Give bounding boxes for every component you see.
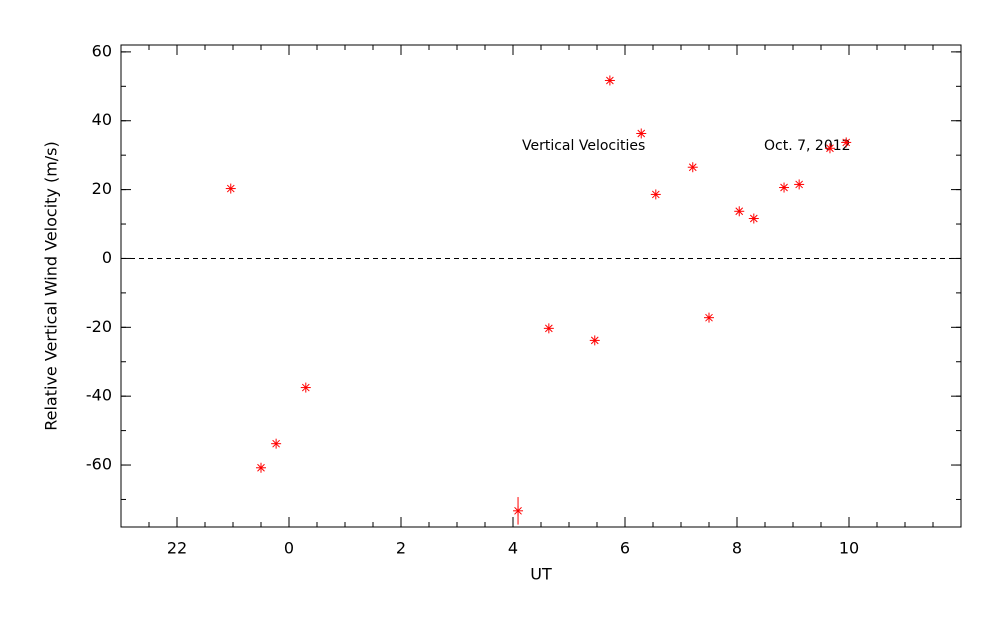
point-stroke bbox=[842, 138, 851, 147]
point bbox=[841, 137, 852, 148]
point bbox=[589, 335, 600, 346]
x-axis-label: UT bbox=[530, 565, 552, 584]
point bbox=[256, 462, 266, 473]
point bbox=[687, 162, 698, 173]
point-stroke bbox=[544, 324, 553, 333]
x-tick-label: 22 bbox=[167, 539, 187, 558]
point bbox=[779, 182, 790, 193]
point-stroke bbox=[637, 129, 646, 138]
y-tick-label: 60 bbox=[92, 41, 112, 60]
point bbox=[271, 438, 282, 449]
point-stroke bbox=[795, 180, 804, 189]
point bbox=[824, 143, 835, 154]
point-stroke bbox=[590, 336, 599, 345]
point-stroke bbox=[606, 76, 614, 85]
y-tick-label: 20 bbox=[92, 179, 112, 198]
point-stroke bbox=[735, 207, 744, 216]
x-tick-label: 8 bbox=[732, 539, 742, 558]
point bbox=[225, 183, 236, 194]
point bbox=[604, 75, 615, 86]
point bbox=[704, 312, 714, 323]
point-stroke bbox=[226, 184, 235, 193]
annotation: Oct. 7, 2012 bbox=[764, 138, 851, 154]
point bbox=[748, 213, 759, 224]
point bbox=[543, 323, 554, 334]
plot-frame bbox=[120, 44, 962, 528]
y-axis-label: Relative Vertical Wind Velocity (m/s) bbox=[42, 141, 61, 431]
point-stroke bbox=[301, 383, 310, 392]
point-stroke bbox=[651, 190, 660, 199]
point-stroke bbox=[257, 463, 265, 472]
point-stroke bbox=[705, 313, 713, 322]
x-tick-label: 10 bbox=[839, 539, 859, 558]
x-tick-label: 2 bbox=[396, 539, 406, 558]
point-stroke bbox=[272, 439, 280, 448]
y-tick-label: -20 bbox=[86, 317, 112, 336]
point-stroke bbox=[826, 144, 834, 153]
point bbox=[734, 206, 745, 217]
point bbox=[300, 382, 311, 393]
point-stroke bbox=[688, 163, 697, 172]
point bbox=[794, 179, 805, 190]
point bbox=[650, 189, 661, 200]
point-stroke bbox=[749, 214, 758, 223]
y-tick-label: -40 bbox=[86, 386, 112, 405]
y-tick-label: -60 bbox=[86, 455, 112, 474]
point bbox=[636, 128, 647, 139]
point-stroke bbox=[514, 506, 522, 515]
point bbox=[513, 505, 524, 516]
annotation: Vertical Velocities bbox=[522, 138, 645, 154]
x-tick-label: 0 bbox=[284, 539, 294, 558]
y-tick-label: 0 bbox=[102, 248, 112, 267]
x-tick-label: 6 bbox=[620, 539, 630, 558]
y-tick-label: 40 bbox=[92, 110, 112, 129]
x-tick-label: 4 bbox=[508, 539, 518, 558]
point-stroke bbox=[780, 183, 788, 192]
